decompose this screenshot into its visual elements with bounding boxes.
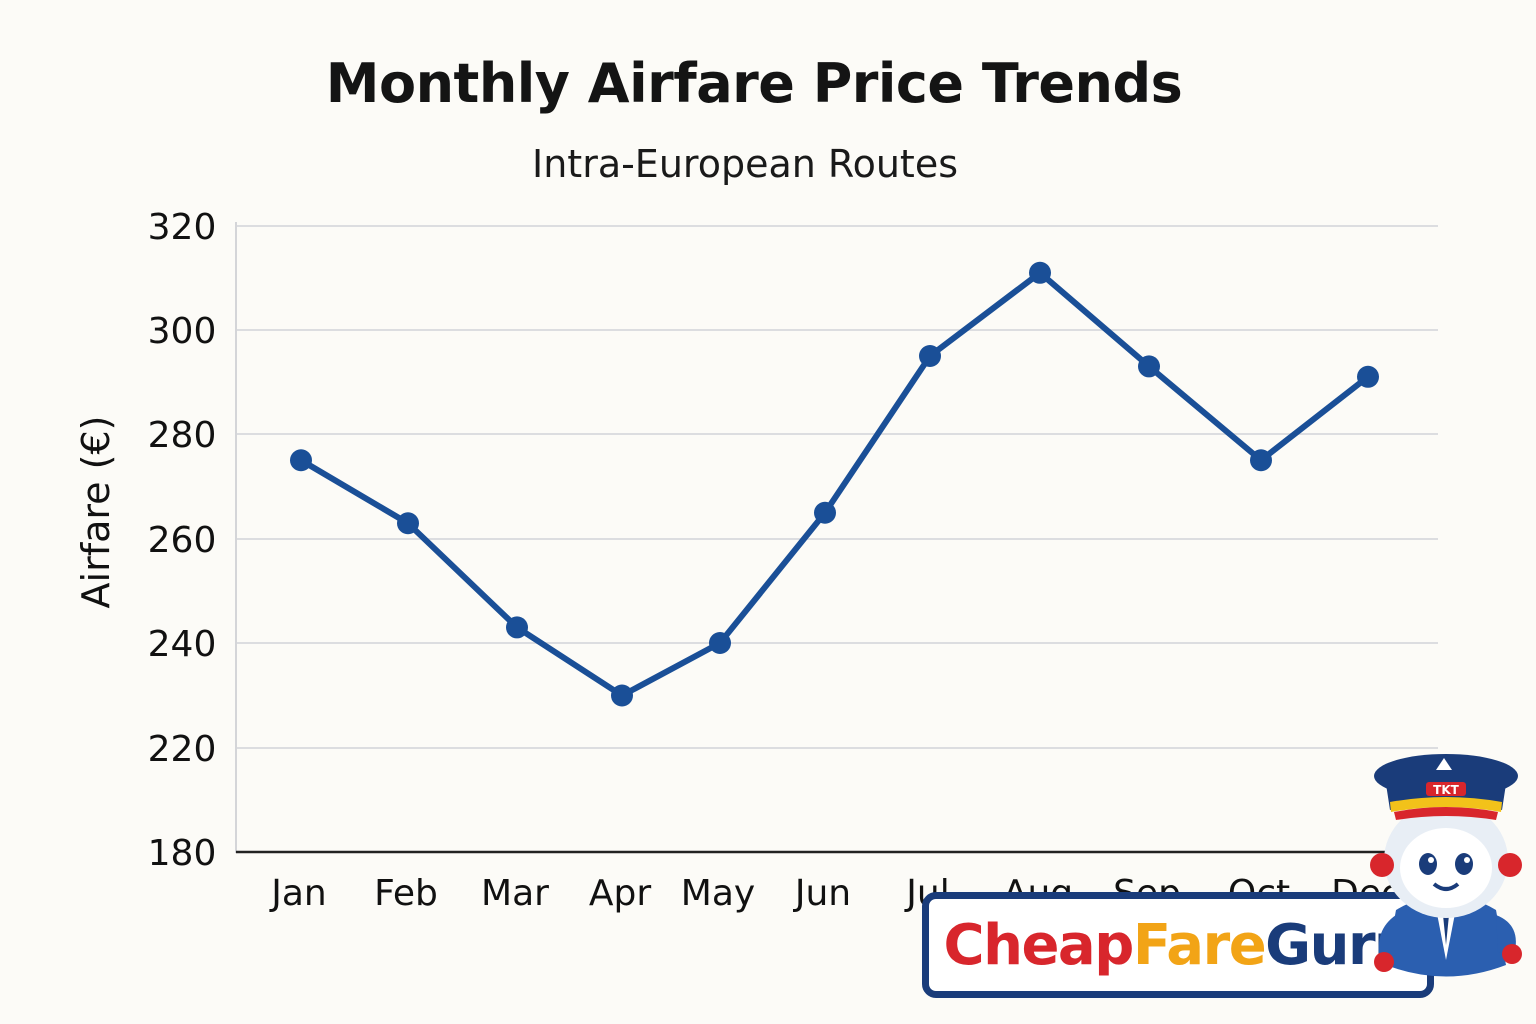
data-point	[919, 345, 941, 367]
data-point	[1029, 261, 1051, 284]
series-line	[299, 269, 1370, 699]
x-tick-label: Mar	[481, 873, 549, 914]
y-tick-label: 300	[148, 311, 217, 352]
y-tick-label: 260	[148, 520, 217, 561]
pilot-mascot-icon: TKT	[1370, 754, 1522, 977]
y-tick-label: 280	[148, 415, 217, 456]
mascot-cap-badge: TKT	[1433, 783, 1459, 797]
data-point	[1357, 365, 1379, 388]
chart-title: Monthly Airfare Price Trends	[325, 52, 1183, 115]
data-point	[814, 501, 836, 524]
data-point	[290, 449, 312, 472]
x-tick-label: Feb	[374, 873, 438, 914]
y-tick-label: 220	[148, 729, 217, 770]
chart-subtitle: Intra-European Routes	[532, 142, 958, 186]
x-tick-label: Jun	[793, 873, 851, 914]
axes	[235, 222, 1438, 854]
gridlines	[236, 225, 1438, 749]
logo-text-fare: Fare	[1132, 912, 1267, 978]
y-tick-label: 180	[148, 833, 217, 874]
data-point	[397, 512, 419, 535]
data-point	[506, 616, 528, 639]
logo-text-cheap: Cheap	[943, 912, 1134, 978]
series-line	[299, 269, 1370, 699]
y-tick-label: 320	[148, 207, 217, 248]
data-point	[709, 632, 731, 654]
y-tick-labels: 180 220 240 260 280 300 320	[148, 207, 217, 874]
y-tick-label: 240	[148, 624, 217, 665]
x-tick-label: Jan	[269, 873, 327, 914]
data-points	[290, 261, 1379, 707]
x-tick-label: Apr	[589, 873, 651, 914]
data-point	[611, 684, 633, 707]
data-point	[1138, 355, 1160, 378]
data-point	[1250, 449, 1272, 472]
y-axis-title: Airfare (€)	[74, 416, 118, 609]
x-tick-label: May	[681, 873, 755, 914]
